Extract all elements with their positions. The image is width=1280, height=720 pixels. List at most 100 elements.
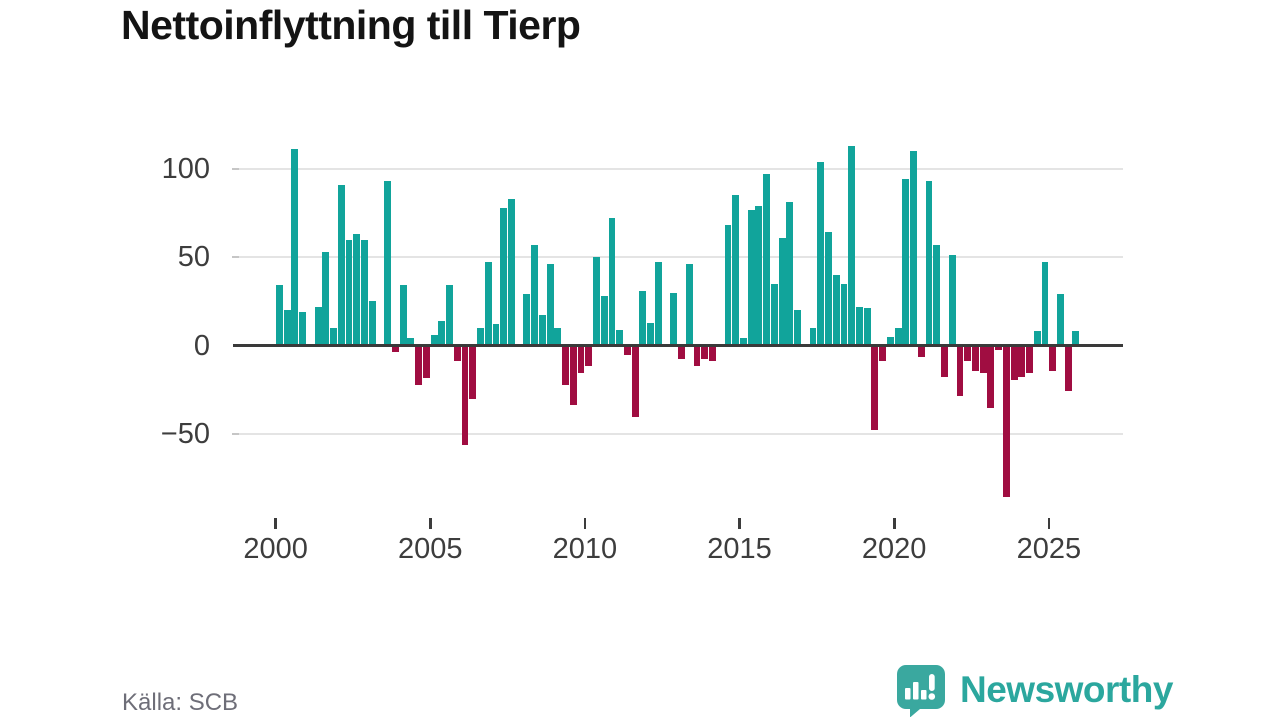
- bar-2022q1: [956, 346, 964, 396]
- newsworthy-logo-text: Newsworthy: [960, 668, 1173, 710]
- bar-2001q3: [322, 251, 330, 346]
- bar-2011q2: [623, 346, 631, 356]
- bar-2006q1: [461, 346, 469, 446]
- bar-2016q3: [786, 202, 794, 346]
- bar-2018q2: [840, 283, 848, 346]
- gridline--50: [237, 433, 1123, 435]
- bar-2025q3: [1064, 346, 1072, 391]
- y-axis-label--50: −50: [160, 417, 210, 450]
- bar-2012q2: [654, 262, 662, 346]
- x-tick-mark-2000: [274, 518, 277, 529]
- bar-2011q1: [616, 329, 624, 346]
- x-axis-label-2025: 2025: [1016, 533, 1082, 565]
- newsworthy-logo-icon: [897, 665, 945, 717]
- bar-2016q2: [778, 237, 786, 346]
- bar-2013q4: [701, 346, 709, 359]
- bar-2009q4: [577, 346, 585, 373]
- bar-2000q1: [276, 285, 283, 346]
- bar-2000q4: [299, 311, 307, 346]
- bar-2016q1: [770, 283, 778, 346]
- x-axis-label-2015: 2015: [707, 533, 772, 565]
- bar-2004q4: [422, 346, 430, 379]
- y-axis-label-100: 100: [161, 152, 210, 185]
- bar-2000q3: [291, 149, 299, 346]
- x-axis-label-2010: 2010: [552, 533, 618, 565]
- bar-2015q1: [739, 338, 747, 346]
- x-tick-mark-2005: [429, 518, 432, 529]
- bar-2013q3: [693, 346, 701, 366]
- bar-2022q4: [979, 346, 987, 373]
- bar-2005q4: [453, 346, 461, 361]
- bar-2014q1: [709, 346, 716, 361]
- bar-2004q1: [399, 285, 407, 346]
- bar-2022q2: [964, 346, 972, 361]
- bar-2003q3: [384, 181, 392, 346]
- bar-2019q3: [879, 346, 887, 361]
- bar-2006q2: [469, 346, 477, 400]
- newsworthy-logo: Newsworthy: [894, 662, 1173, 717]
- bar-2023q2: [995, 346, 1003, 351]
- bar-2021q1: [925, 181, 933, 346]
- bar-2006q4: [484, 262, 492, 346]
- chart-title: Nettoinflyttning till Tierp: [121, 2, 581, 48]
- bar-2024q1: [1018, 346, 1026, 377]
- bar-2002q1: [337, 184, 345, 346]
- x-tick-mark-2010: [583, 518, 587, 529]
- bar-2015q2: [747, 209, 755, 346]
- bar-2005q2: [438, 320, 446, 346]
- x-axis-label-2005: 2005: [397, 533, 463, 565]
- bar-2008q3: [538, 315, 546, 346]
- bar-2001q2: [314, 306, 322, 346]
- gridline-100: [237, 168, 1123, 170]
- bar-2015q3: [755, 205, 763, 346]
- bar-2025q2: [1057, 294, 1064, 346]
- bar-2023q4: [1010, 346, 1018, 381]
- x-tick-mark-2020: [893, 518, 896, 529]
- y-axis-label-0: 0: [193, 329, 210, 362]
- bar-2002q3: [353, 234, 361, 346]
- bar-2024q4: [1041, 262, 1049, 346]
- bar-2006q3: [477, 327, 484, 346]
- bar-2020q1: [894, 327, 902, 346]
- y-tick-mark-50: [232, 256, 239, 259]
- bar-2014q3: [724, 225, 732, 346]
- bar-2019q1: [863, 308, 871, 346]
- bar-2024q3: [1033, 331, 1041, 346]
- bar-2017q3: [817, 161, 825, 346]
- bar-2005q1: [430, 334, 438, 346]
- bar-2011q3: [631, 346, 639, 418]
- x-axis-label-2020: 2020: [861, 533, 927, 565]
- bar-2025q4: [1072, 331, 1080, 346]
- bar-2014q4: [732, 195, 740, 346]
- bar-2013q1: [678, 346, 685, 359]
- x-tick-mark-2025: [1047, 518, 1051, 529]
- bar-2018q4: [855, 306, 863, 346]
- x-axis-label-2000: 2000: [243, 533, 308, 565]
- zero-axis-line: [233, 344, 1123, 347]
- bar-2002q4: [361, 239, 368, 346]
- bar-2017q4: [825, 232, 832, 346]
- bar-2008q2: [531, 244, 539, 346]
- bar-2011q4: [639, 290, 647, 346]
- bar-2009q2: [562, 346, 569, 386]
- bar-2003q1: [368, 301, 376, 346]
- bar-2012q1: [647, 322, 655, 346]
- y-tick-mark-100: [232, 167, 239, 170]
- bar-2004q2: [407, 338, 415, 346]
- bar-2010q3: [600, 296, 608, 346]
- bar-2002q2: [345, 239, 353, 346]
- bar-2009q3: [569, 346, 577, 405]
- bar-2020q2: [902, 179, 910, 346]
- bar-2020q4: [917, 346, 925, 358]
- bar-2017q2: [809, 327, 817, 346]
- bar-2000q2: [283, 310, 291, 346]
- bar-2025q1: [1049, 346, 1057, 372]
- bar-2009q1: [554, 327, 562, 346]
- bar-2016q4: [794, 310, 801, 346]
- y-tick-mark--50: [232, 432, 239, 435]
- bar-2018q1: [832, 274, 840, 346]
- bar-2010q2: [593, 257, 600, 346]
- bar-2021q4: [948, 255, 956, 346]
- bar-2013q2: [685, 264, 693, 346]
- source-caption: Källa: SCB: [122, 689, 239, 716]
